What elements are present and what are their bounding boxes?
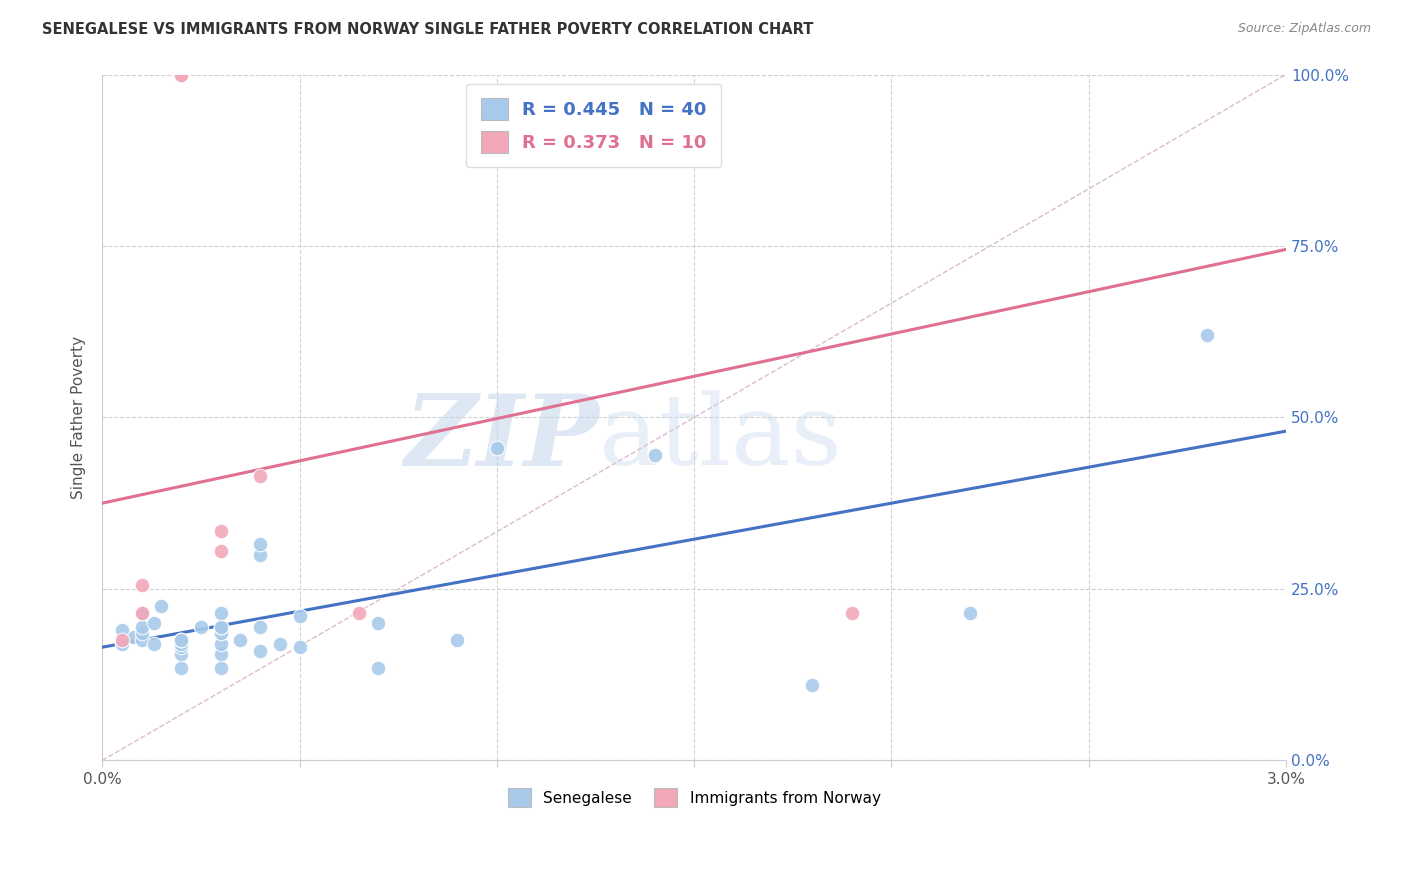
Point (170, 637, 193, 651)
Point (1195, 328, 1218, 343)
Point (841, 606, 863, 620)
Point (485, 442, 508, 456)
Point (801, 678, 824, 692)
Point (111, 623, 134, 637)
Point (209, 626, 232, 640)
Text: ZIP: ZIP (405, 390, 599, 486)
Text: atlas: atlas (599, 390, 842, 486)
Point (209, 524, 232, 538)
Point (229, 633, 252, 648)
Point (249, 468, 271, 483)
Text: Source: ZipAtlas.com: Source: ZipAtlas.com (1237, 22, 1371, 36)
Point (959, 606, 981, 620)
Point (170, 633, 193, 648)
Point (209, 647, 232, 661)
Point (170, 633, 193, 648)
Point (288, 640, 311, 655)
Point (249, 620, 271, 634)
Point (142, 637, 165, 651)
Point (209, 661, 232, 675)
Point (142, 616, 165, 631)
Point (446, 633, 468, 648)
Point (209, 544, 232, 558)
Point (367, 661, 389, 675)
Point (209, 606, 232, 620)
Text: SENEGALESE VS IMMIGRANTS FROM NORWAY SINGLE FATHER POVERTY CORRELATION CHART: SENEGALESE VS IMMIGRANTS FROM NORWAY SIN… (42, 22, 814, 37)
Point (644, 448, 666, 462)
Point (209, 637, 232, 651)
Point (131, 606, 153, 620)
Point (367, 616, 389, 631)
Point (209, 620, 232, 634)
Point (249, 643, 271, 657)
Point (111, 633, 134, 648)
Point (190, 620, 212, 634)
Point (170, 640, 193, 655)
Point (288, 609, 311, 624)
Point (347, 606, 370, 620)
Point (170, 68, 193, 82)
Point (170, 647, 193, 661)
Point (122, 630, 145, 644)
Point (111, 637, 134, 651)
Point (131, 620, 153, 634)
Point (170, 661, 193, 675)
Point (209, 620, 232, 634)
Point (249, 548, 271, 562)
Point (131, 606, 153, 620)
Legend: Senegalese, Immigrants from Norway: Senegalese, Immigrants from Norway (501, 780, 889, 814)
Y-axis label: Single Father Poverty: Single Father Poverty (72, 336, 86, 499)
Point (131, 633, 153, 648)
Point (249, 537, 271, 551)
Point (131, 578, 153, 592)
Point (150, 599, 173, 613)
Point (269, 637, 291, 651)
Point (170, 68, 193, 82)
Point (131, 626, 153, 640)
